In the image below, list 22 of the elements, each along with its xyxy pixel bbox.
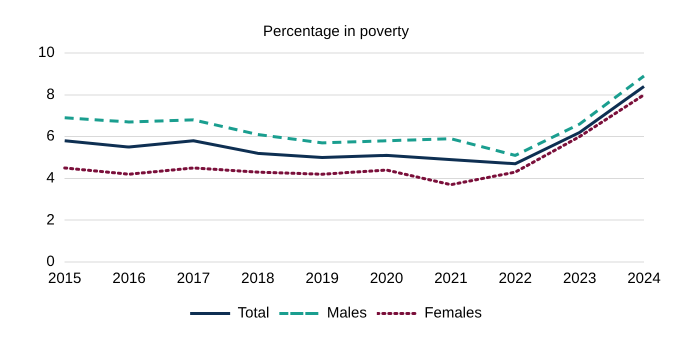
line-series: [63, 74, 646, 157]
y-tick-label: 6: [46, 128, 55, 145]
x-tick-label: 2018: [241, 270, 274, 288]
x-tick-label: 2015: [48, 270, 82, 288]
y-tick-label: 8: [46, 86, 55, 103]
x-tick-label: 2022: [498, 270, 532, 288]
y-tick-label: 0: [46, 253, 55, 270]
y-tick-label: 10: [38, 44, 55, 62]
legend-label: Males: [326, 304, 367, 322]
y-tick-label: 4: [46, 170, 55, 187]
line-series: [63, 93, 646, 186]
x-tick-label: 2020: [370, 270, 404, 288]
x-tick-label: 2016: [112, 270, 146, 288]
x-tick-label: 2023: [562, 270, 596, 288]
x-tick-label: 2024: [627, 270, 661, 288]
x-tick-label: 2019: [305, 270, 339, 288]
y-tick-label: 2: [46, 211, 55, 228]
x-tick-label: 2017: [176, 270, 210, 288]
x-tick-label: 2021: [434, 270, 468, 288]
chart-title: Percentage in poverty: [263, 23, 410, 40]
legend-label: Total: [238, 304, 270, 322]
legend-label: Females: [424, 304, 482, 322]
